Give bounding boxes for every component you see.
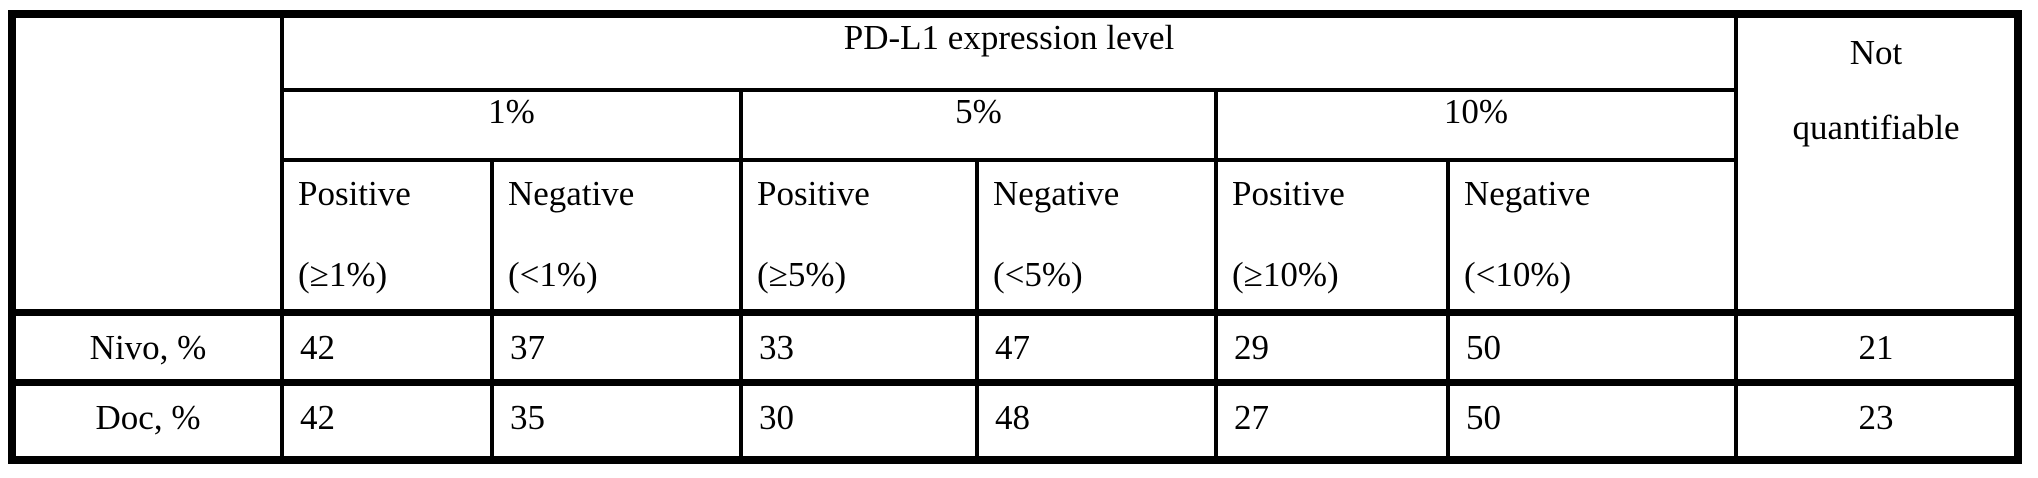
row-label-nivo: Nivo, % <box>10 308 284 384</box>
positive-5pct-threshold: (≥5%) <box>757 254 847 294</box>
positive-10pct-cell: Positive (≥10%) <box>1214 158 1450 314</box>
not-quantifiable-line1: Not <box>1849 33 1903 72</box>
negative-1pct-label: Negative <box>508 174 635 213</box>
negative-5pct-threshold: (<5%) <box>993 254 1083 294</box>
positive-10pct-label: Positive <box>1232 174 1345 213</box>
cutoff-1pct-cell: 1% <box>280 88 743 162</box>
cutoff-10pct-label: 10% <box>1443 92 1509 131</box>
not-quantifiable-line2: quantifiable <box>1792 107 1960 147</box>
cutoff-1pct-label: 1% <box>488 92 535 131</box>
row-label-doc: Doc, % <box>10 378 284 462</box>
negative-1pct-cell: Negative (<1%) <box>490 158 743 314</box>
doc-not-quantifiable-value: 23 <box>1734 378 2021 462</box>
table-row-nivo: Nivo, % 42 37 33 47 29 50 21 <box>10 308 2021 384</box>
table-row-doc: Doc, % 42 35 30 48 27 50 23 <box>10 378 2021 462</box>
positive-1pct-label: Positive <box>298 174 411 213</box>
cutoff-5pct-cell: 5% <box>739 88 1218 162</box>
doc-positive-1pct-value: 42 <box>280 378 494 462</box>
nivo-negative-10pct-value: 50 <box>1445 308 1739 384</box>
nivo-positive-5pct-value: 33 <box>739 308 979 384</box>
header-row-title: PD-L1 expression level Not quantifiable <box>10 12 2021 314</box>
positive-5pct-label: Positive <box>757 174 870 213</box>
negative-10pct-label: Negative <box>1464 174 1591 213</box>
negative-10pct-cell: Negative (<10%) <box>1445 158 1739 314</box>
positive-10pct-threshold: (≥10%) <box>1232 254 1339 294</box>
table-title: PD-L1 expression level <box>843 18 1175 57</box>
table-title-cell: PD-L1 expression level <box>279 12 1739 92</box>
corner-cell <box>10 12 284 314</box>
positive-5pct-cell: Positive (≥5%) <box>739 158 979 314</box>
doc-negative-5pct-value: 48 <box>975 378 1218 462</box>
doc-negative-1pct-value: 35 <box>490 378 743 462</box>
header-row-subheads: Positive (≥1%) Negative (<1%) Positive (… <box>12 158 2018 314</box>
nivo-positive-10pct-value: 29 <box>1214 308 1450 384</box>
negative-10pct-threshold: (<10%) <box>1464 254 1572 294</box>
positive-1pct-cell: Positive (≥1%) <box>280 158 494 314</box>
header-row-cutoffs: 1% 5% 10% <box>12 88 2018 162</box>
positive-1pct-threshold: (≥1%) <box>298 254 388 294</box>
doc-positive-5pct-value: 30 <box>739 378 979 462</box>
nivo-positive-1pct-value: 42 <box>280 308 494 384</box>
cutoff-10pct-cell: 10% <box>1213 88 1739 162</box>
nivo-not-quantifiable-value: 21 <box>1734 308 2021 384</box>
nivo-negative-1pct-value: 37 <box>490 308 743 384</box>
negative-1pct-threshold: (<1%) <box>508 254 598 294</box>
nivo-negative-5pct-value: 47 <box>975 308 1218 384</box>
cutoff-5pct-label: 5% <box>955 92 1002 131</box>
negative-5pct-label: Negative <box>993 174 1120 213</box>
doc-positive-10pct-value: 27 <box>1214 378 1450 462</box>
not-quantifiable-header-cell: Not quantifiable <box>1734 12 2021 314</box>
negative-5pct-cell: Negative (<5%) <box>975 158 1218 314</box>
doc-negative-10pct-value: 50 <box>1445 378 1739 462</box>
pdl1-expression-table: PD-L1 expression level Not quantifiable … <box>8 10 2023 464</box>
